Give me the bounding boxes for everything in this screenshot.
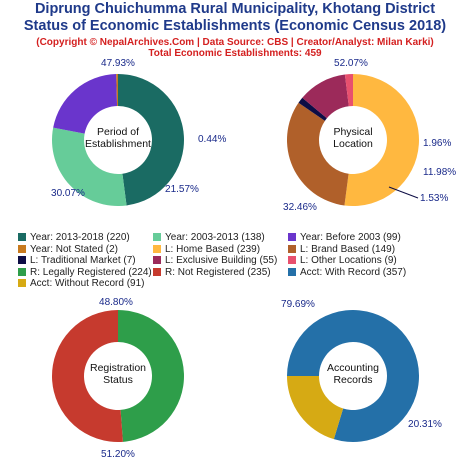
data-label: 79.69%	[281, 299, 315, 310]
legend-label: Year: Not Stated (2)	[30, 243, 119, 255]
legend-swatch	[153, 256, 161, 264]
donut-center-label: Registration	[90, 362, 146, 374]
donut-slice	[53, 74, 118, 134]
data-label: 48.80%	[99, 297, 133, 308]
legend-label: Year: 2013-2018 (220)	[30, 232, 130, 243]
donut-center-label: Location	[333, 138, 373, 150]
data-label: 1.53%	[420, 193, 448, 204]
data-label: 32.46%	[283, 202, 317, 213]
donut-slice	[287, 102, 349, 206]
donut-slice	[287, 376, 344, 440]
legend-label: L: Exclusive Building (55)	[165, 255, 278, 266]
donut-center-label: Physical	[333, 126, 372, 138]
legend-item: Year: Before 2003 (99)	[288, 232, 401, 243]
legend-swatch	[288, 233, 296, 241]
label-leader-line	[388, 186, 419, 199]
donut-slice	[118, 310, 184, 442]
legend-label: L: Other Locations (9)	[300, 255, 397, 266]
data-label: 47.93%	[101, 58, 135, 69]
legend-item: L: Other Locations (9)	[288, 255, 397, 266]
data-label: 20.31%	[408, 419, 442, 430]
legend-item: L: Exclusive Building (55)	[153, 255, 277, 266]
data-label: 52.07%	[334, 58, 368, 69]
legend-item: Year: 2003-2013 (138)	[153, 232, 265, 243]
data-label: 21.57%	[165, 184, 199, 195]
legend-swatch	[153, 233, 161, 241]
legend-swatch	[18, 244, 26, 253]
data-label: 51.20%	[101, 449, 135, 460]
legend-item: Year: 2013-2018 (220)	[18, 232, 130, 243]
legend-item: L: Traditional Market (7)	[18, 255, 136, 266]
donut-slice	[51, 310, 123, 443]
donut-slice	[344, 74, 419, 206]
donut-slice	[302, 74, 349, 119]
legend-label: Year: 2003-2013 (138)	[165, 232, 265, 243]
legend-item: R: Legally Registered (224)	[18, 267, 152, 278]
legend-item: R: Not Registered (235)	[153, 267, 271, 278]
donut-center-label: Status	[103, 374, 133, 386]
data-label: 0.44%	[198, 134, 226, 145]
legend-swatch	[153, 244, 161, 253]
donut-slice	[344, 74, 353, 107]
data-label: 11.98%	[423, 167, 456, 178]
legend-label: R: Legally Registered (224)	[30, 266, 152, 278]
legend-swatch	[288, 267, 296, 276]
legend-swatch	[153, 267, 161, 276]
copyright-line: (Copyright © NepalArchives.Com | Data So…	[36, 37, 434, 48]
legend-swatch	[18, 267, 26, 276]
legend-item: L: Brand Based (149)	[288, 244, 395, 255]
legend-label: Acct: Without Record (91)	[30, 278, 145, 289]
legend-swatch	[18, 279, 26, 287]
page-title-line2: Status of Economic Establishments (Econo…	[23, 18, 447, 34]
data-label: 30.07%	[51, 188, 85, 199]
donut-center-label: Period of	[97, 126, 139, 138]
legend-label: R: Not Registered (235)	[165, 266, 271, 278]
legend-swatch	[18, 233, 26, 241]
donut-center-label: Records	[333, 374, 372, 386]
donut-slice	[116, 74, 118, 107]
legend-item: Acct: With Record (357)	[288, 267, 406, 278]
legend-label: L: Traditional Market (7)	[30, 255, 136, 266]
page-title-line1: Diprung Chuichumma Rural Municipality, K…	[34, 1, 436, 17]
legend-swatch	[18, 256, 26, 264]
legend-label: L: Home Based (239)	[165, 243, 261, 255]
total-line: Total Economic Establishments: 459	[148, 48, 322, 59]
legend-label: L: Brand Based (149)	[300, 243, 396, 255]
donut-center-label: Establishment	[85, 138, 151, 150]
legend-item: Year: Not Stated (2)	[18, 244, 118, 255]
donut-center-label: Accounting	[327, 362, 379, 374]
legend-swatch	[288, 244, 296, 253]
legend-label: Year: Before 2003 (99)	[300, 232, 401, 243]
donut-slice	[118, 74, 185, 206]
donut-slice	[287, 310, 420, 442]
legend-swatch	[288, 256, 296, 264]
legend-item: Acct: Without Record (91)	[18, 278, 144, 289]
legend-label: Acct: With Record (357)	[300, 266, 407, 278]
legend-item: L: Home Based (239)	[153, 244, 260, 255]
data-label: 1.96%	[423, 138, 451, 149]
donut-slice	[298, 97, 327, 121]
donut-slice	[52, 127, 127, 206]
